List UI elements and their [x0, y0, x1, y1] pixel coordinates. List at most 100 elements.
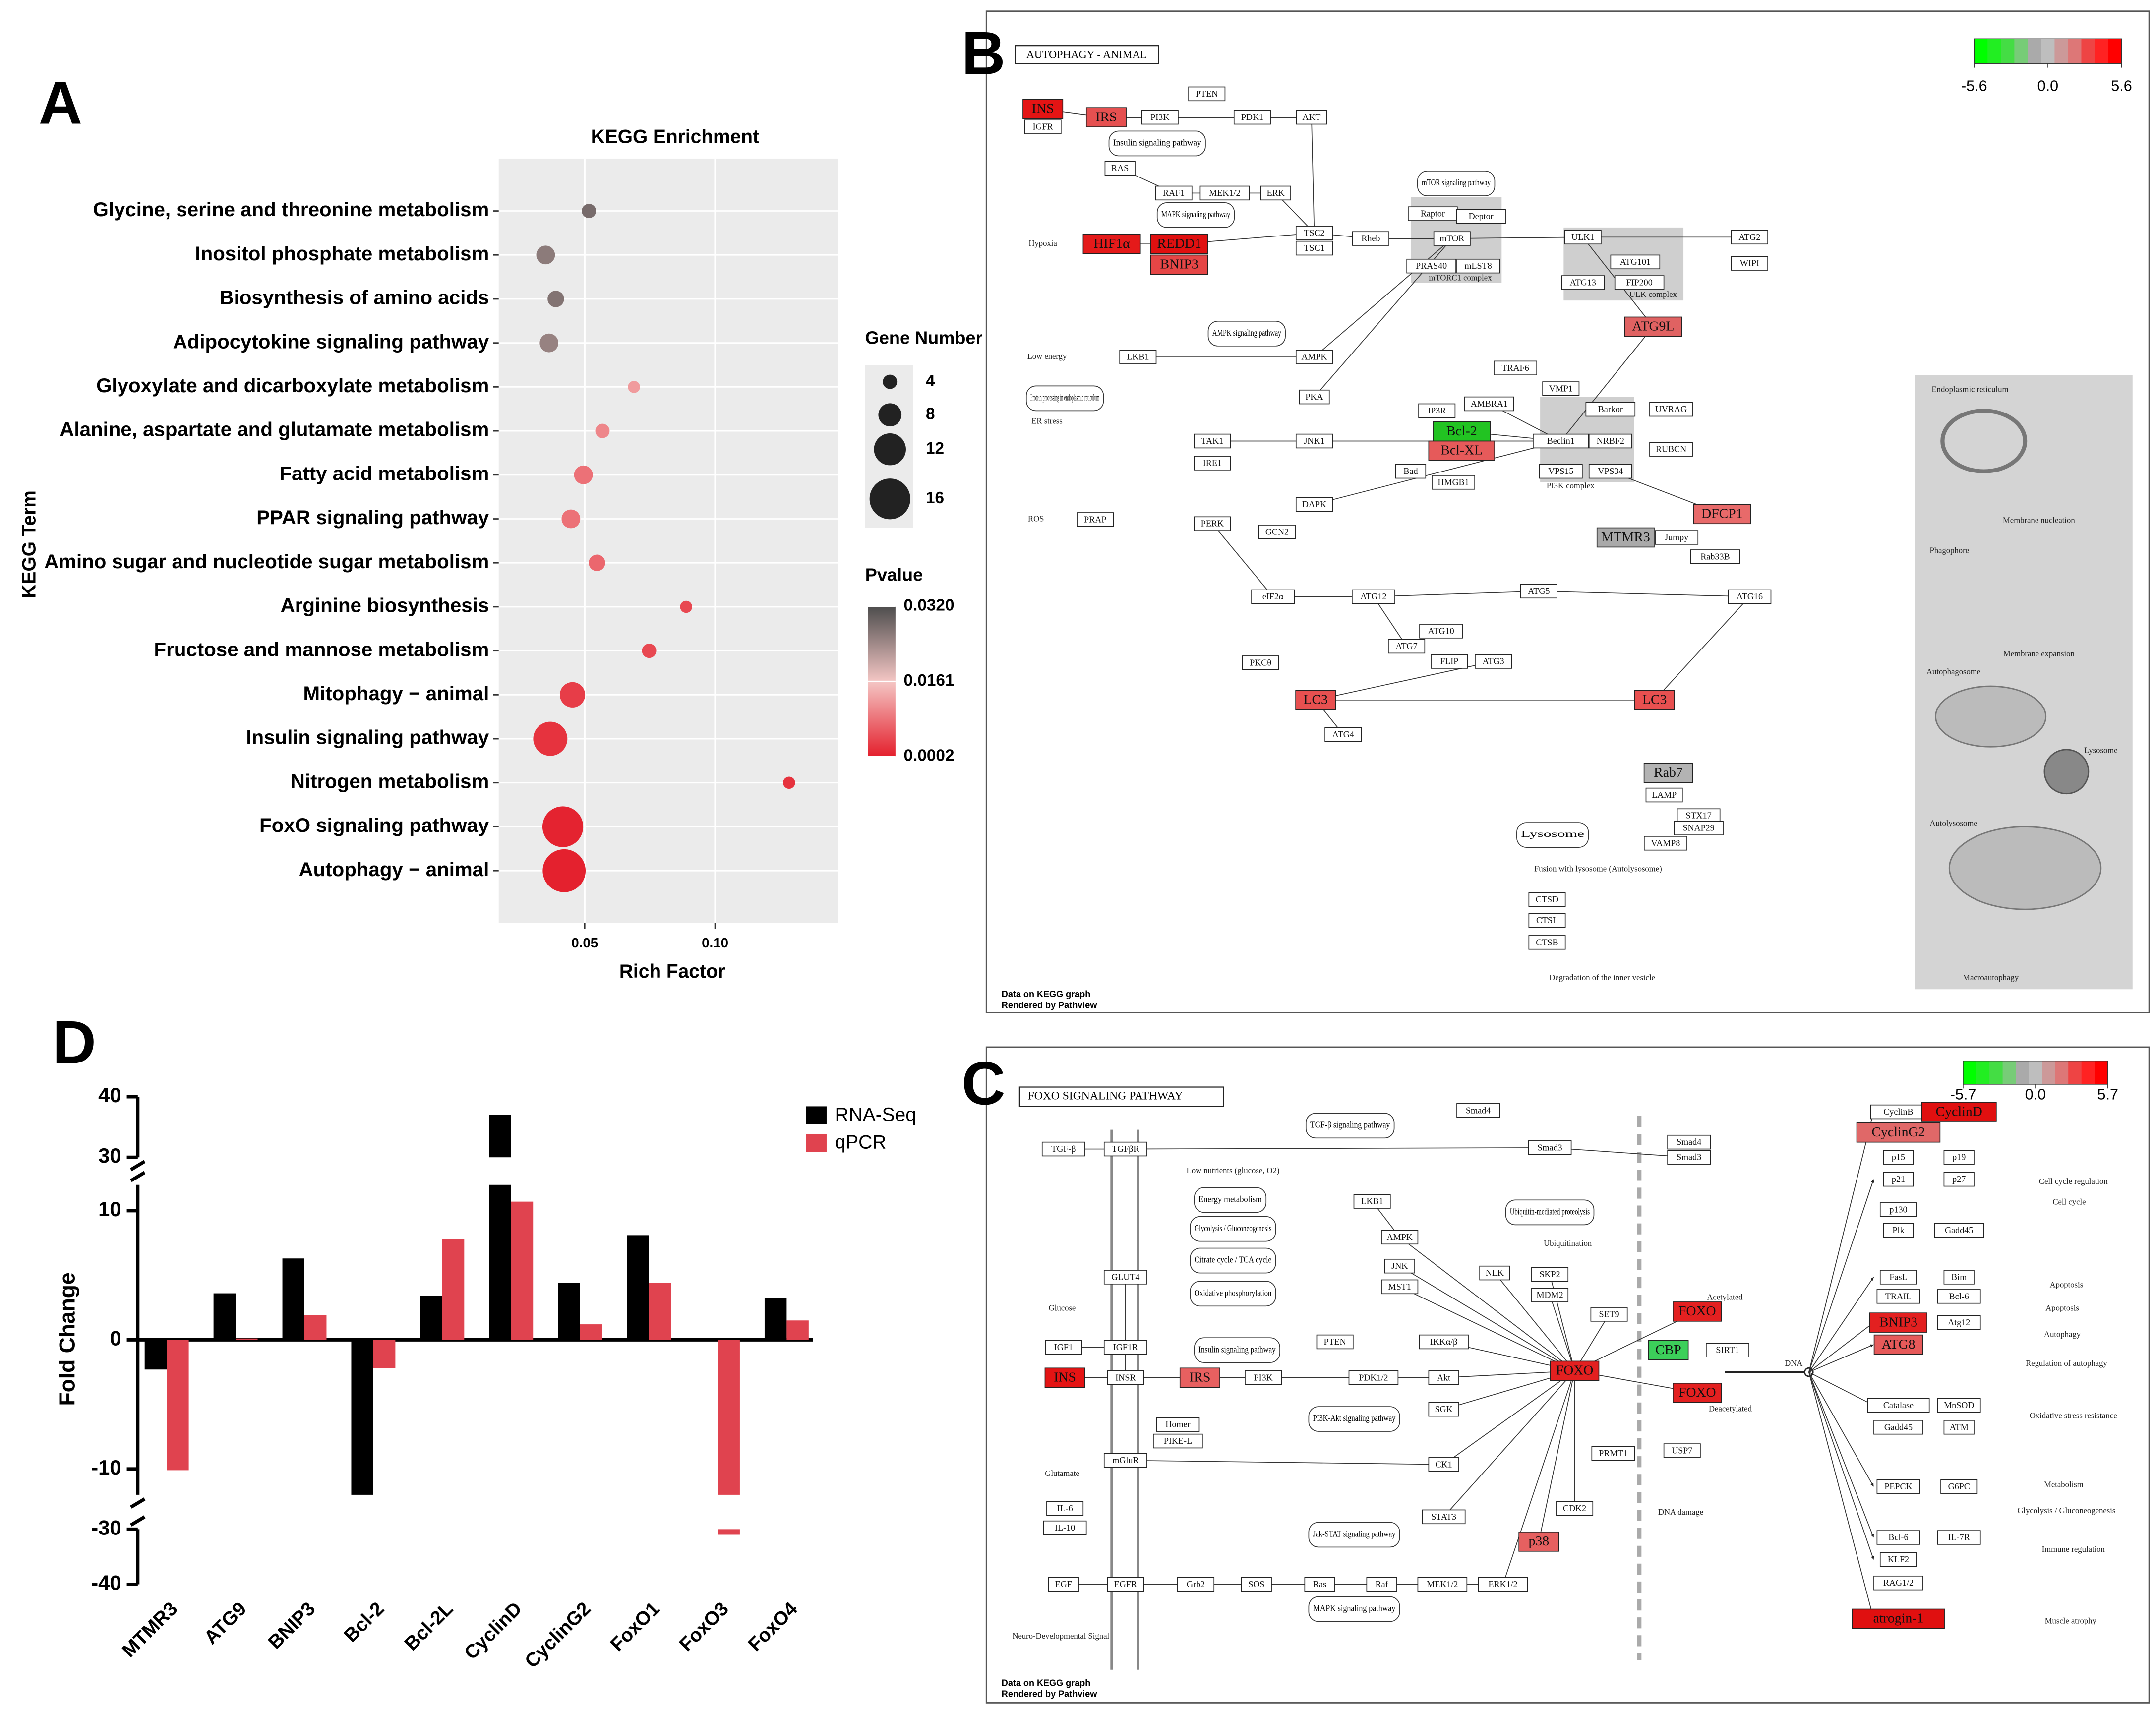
gene-label: TGF-β: [1051, 1144, 1076, 1154]
bar: [420, 1296, 442, 1340]
edge: [1373, 590, 1539, 597]
pathway-box: [1108, 130, 1206, 157]
gene-label: ATG16: [1737, 591, 1763, 601]
plot-background: [498, 158, 838, 923]
gene-label: SGK: [1435, 1404, 1453, 1414]
gene-label: HIF1α: [1093, 236, 1130, 251]
gene-label: Catalase: [1883, 1400, 1914, 1410]
gene-label: PDK1: [1241, 112, 1263, 122]
gene-node: [1674, 821, 1724, 835]
y-tick-label: Glyoxylate and dicarboxylate metabolism: [96, 374, 489, 397]
legend-cell: [2095, 39, 2109, 64]
size-legend-mark: [869, 478, 910, 520]
pathway-box: [1207, 320, 1286, 347]
gene-label: ATG10: [1428, 626, 1454, 636]
point: [536, 245, 555, 265]
gene-label: Deptor: [1469, 211, 1494, 221]
panel-d: Fold Change -40 -30 -10 0 10 30 40 MTMR3 ATG9 BNI…: [56, 1083, 916, 1672]
legend-cell: [1989, 1061, 2003, 1084]
gene-node: [1324, 727, 1362, 742]
gene-node: [1419, 1334, 1469, 1350]
gene-node: [1043, 1520, 1087, 1535]
gene-label: Smad3: [1537, 1142, 1562, 1152]
gene-node: [1614, 275, 1665, 290]
y-tick-label: Insulin signaling pathway: [246, 726, 489, 749]
gene-label: EGF: [1055, 1579, 1072, 1589]
gene-label: Beclin1: [1547, 436, 1575, 446]
gene-node: [1943, 1420, 1975, 1435]
note: Acetylated: [1707, 1292, 1743, 1301]
note: mTORC1 complex: [1429, 273, 1493, 283]
pathway-label: Glycolysis / Gluconeogenesis: [1195, 1223, 1272, 1233]
edge: [1808, 1371, 1874, 1406]
gene-node: [1542, 381, 1580, 396]
gene-node: [1428, 1457, 1459, 1472]
gene-node: [1107, 1577, 1144, 1592]
gene-node: [1852, 1608, 1945, 1629]
gene-label: IL-6: [1057, 1503, 1073, 1513]
x-tick-label: CyclinG2: [521, 1598, 595, 1672]
gene-label: ATG9L: [1632, 319, 1675, 334]
gene-label: IP3R: [1428, 406, 1446, 415]
gene-label: Akt: [1437, 1372, 1450, 1382]
gene-node: [1494, 360, 1537, 375]
note: Autophagy: [2044, 1329, 2081, 1339]
point: [542, 806, 584, 847]
gene-label: INS: [1032, 101, 1054, 117]
gene-node: [1943, 1270, 1975, 1285]
gene-node: [1937, 1398, 1981, 1413]
gene-label: HMGB1: [1437, 477, 1469, 487]
gene-node: [1104, 161, 1136, 176]
gene-node: [1673, 1301, 1722, 1322]
gene-node: [1876, 1289, 1920, 1304]
pathway-label: PI3K-Akt signaling pathway: [1313, 1413, 1396, 1423]
pathway-label: Energy metabolism: [1198, 1194, 1262, 1204]
gene-node: [1295, 350, 1333, 364]
bar: [558, 1283, 580, 1340]
gene-label: ATG101: [1620, 257, 1651, 267]
gene-node: [1528, 892, 1566, 907]
gene-node: [1024, 119, 1062, 134]
gene-label: CTSB: [1536, 937, 1558, 947]
gene-node: [1295, 690, 1336, 710]
gene-node: [1879, 1202, 1917, 1217]
gene-label: AMPK: [1387, 1232, 1413, 1242]
gene-label: TAK1: [1201, 436, 1224, 446]
gene-label: IRS: [1095, 109, 1117, 124]
gene-node: [1103, 1453, 1147, 1468]
gene-node: [1103, 1340, 1147, 1355]
gene-label: VMP1: [1549, 383, 1573, 393]
gene-node: [1194, 433, 1231, 449]
gene-node: [1107, 1370, 1144, 1385]
bar: [511, 1201, 534, 1340]
edge: [1494, 1273, 1575, 1371]
bar: [764, 1298, 787, 1340]
gene-label: EGFR: [1114, 1579, 1138, 1589]
pathway-label: MAPK signaling pathway: [1313, 1603, 1396, 1613]
y-tick-label: 40: [98, 1083, 121, 1107]
edge: [1539, 590, 1750, 598]
gene-node: [1418, 403, 1456, 418]
gene-label: BNIP3: [1160, 257, 1198, 272]
point: [642, 644, 657, 658]
edge: [1808, 1322, 1874, 1373]
edge: [1808, 1372, 1874, 1619]
gene-node: [1667, 1150, 1711, 1165]
gene-label: GLUT4: [1111, 1272, 1139, 1282]
gene-label: LKB1: [1127, 352, 1149, 362]
gene-label: ATG5: [1528, 586, 1550, 596]
gene-node: [1156, 1417, 1200, 1432]
gene-label: G6PC: [1948, 1481, 1970, 1491]
gene-label: Jumpy: [1665, 532, 1688, 542]
gene-node: [1194, 516, 1231, 531]
y-tick-label: Biosynthesis of amino acids: [220, 287, 489, 309]
gene-node: [1873, 1575, 1923, 1591]
gene-label: Bad: [1403, 466, 1418, 476]
gene-label: p21: [1892, 1174, 1905, 1184]
point: [561, 509, 581, 529]
gene-label: IGF1: [1054, 1342, 1073, 1352]
gene-node: [1233, 110, 1271, 125]
size-legend-title: Gene Number: [865, 327, 983, 348]
gene-node: [1644, 836, 1687, 851]
size-legend-mark: [883, 374, 898, 389]
